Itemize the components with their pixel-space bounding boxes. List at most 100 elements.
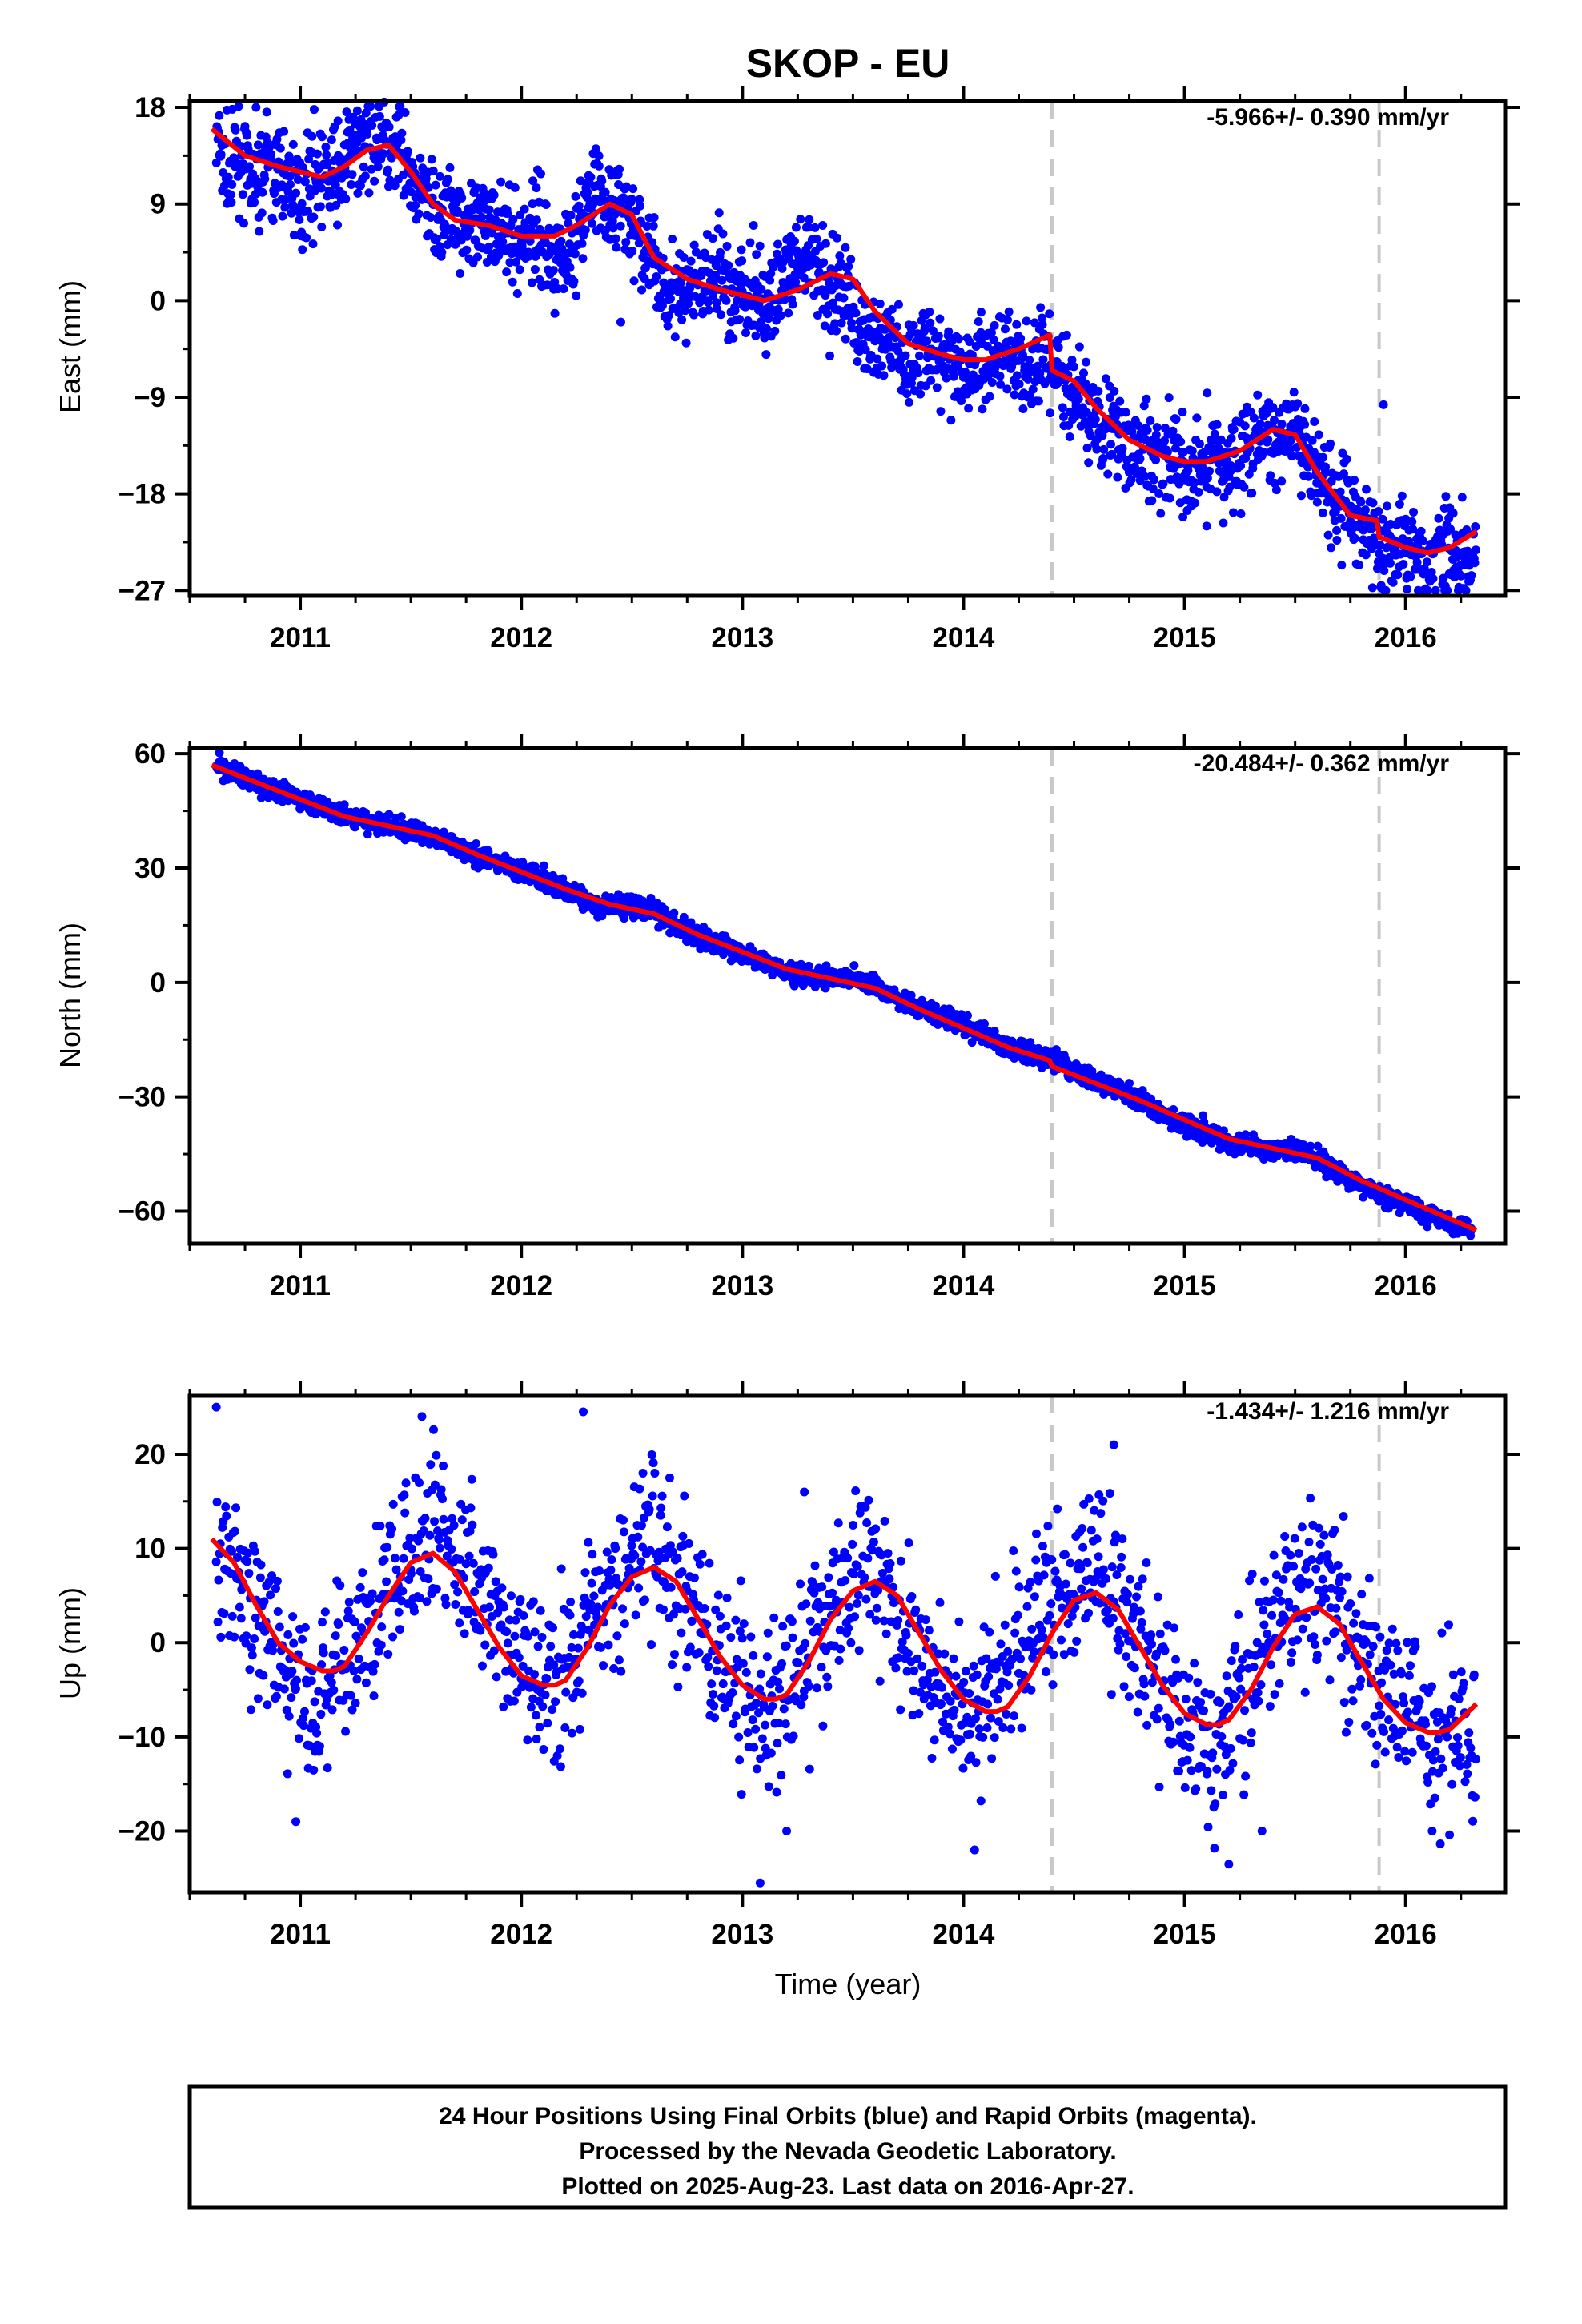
east-data-point <box>1240 421 1250 431</box>
east-data-point <box>363 129 372 139</box>
east-xtick-label: 2012 <box>490 622 552 653</box>
up-data-point <box>388 1632 398 1642</box>
east-data-point <box>591 144 600 154</box>
up-data-point <box>244 1569 254 1578</box>
east-data-point <box>1300 404 1310 413</box>
east-data-point <box>1022 316 1031 326</box>
east-data-point <box>303 207 313 216</box>
east-data-point <box>1135 454 1145 464</box>
east-data-point <box>399 191 408 200</box>
north-ytick-label: −60 <box>118 1196 166 1228</box>
east-data-point <box>528 176 538 186</box>
east-data-point <box>1046 408 1055 418</box>
north-data-point <box>962 1011 972 1020</box>
east-data-point <box>359 162 368 171</box>
east-data-point <box>453 208 463 218</box>
up-data-point <box>320 1607 330 1617</box>
east-data-point <box>427 155 436 164</box>
east-data-point <box>1471 545 1480 555</box>
up-data-point <box>263 1700 272 1710</box>
east-data-point <box>621 182 631 191</box>
east-data-point <box>1428 574 1438 584</box>
east-data-point <box>578 254 588 263</box>
east-data-point <box>257 208 267 218</box>
east-data-point <box>835 251 845 261</box>
up-data-point <box>247 1651 257 1660</box>
north-ytick-label: 0 <box>151 967 166 999</box>
east-data-point <box>594 161 604 171</box>
east-data-point <box>424 183 433 192</box>
east-data-point <box>244 162 254 171</box>
east-data-point <box>1152 423 1162 432</box>
east-data-point <box>949 372 958 381</box>
east-data-point <box>751 331 761 340</box>
east-data-point <box>616 317 625 327</box>
north-data-point <box>472 838 481 848</box>
east-data-point <box>428 166 438 175</box>
east-data-point <box>331 174 340 183</box>
east-data-point <box>315 202 325 211</box>
east-data-point <box>765 312 774 322</box>
east-data-point <box>1374 506 1383 516</box>
north-xtick-label: 2011 <box>270 1270 331 1301</box>
east-data-point <box>718 229 728 239</box>
up-data-point <box>250 1634 259 1643</box>
east-data-point <box>1016 334 1026 344</box>
east-data-point <box>909 320 918 330</box>
up-data-point <box>253 1694 263 1703</box>
east-data-point <box>637 285 647 295</box>
east-data-point <box>238 190 247 199</box>
east-data-point <box>862 364 872 373</box>
east-data-point <box>681 338 691 348</box>
up-data-point <box>283 1769 292 1779</box>
east-data-point <box>1054 343 1063 352</box>
north-data-point <box>539 861 548 870</box>
up-data-point <box>279 1684 289 1694</box>
up-data-point <box>307 1676 316 1686</box>
east-data-point <box>283 187 293 196</box>
east-data-point <box>559 284 568 294</box>
east-data-point <box>762 324 772 333</box>
east-data-point <box>570 249 580 259</box>
north-rate-label: -20.484+/- 0.362 mm/yr <box>1194 750 1450 777</box>
east-data-point <box>665 294 675 304</box>
east-data-point <box>239 219 249 228</box>
east-data-point <box>805 215 814 224</box>
north-ytick-label: 30 <box>135 853 166 884</box>
east-data-point <box>611 234 620 243</box>
north-xtick-label: 2015 <box>1154 1270 1216 1301</box>
up-data-point <box>312 1728 322 1738</box>
east-data-point <box>770 326 780 336</box>
east-data-point <box>379 149 388 159</box>
east-data-point <box>366 102 375 111</box>
east-data-point <box>484 243 493 252</box>
east-data-point <box>1195 439 1204 448</box>
east-data-point <box>300 177 310 187</box>
east-data-point <box>1406 572 1415 581</box>
east-data-point <box>777 263 787 273</box>
east-data-point <box>384 123 394 132</box>
east-data-point <box>791 277 801 287</box>
east-data-point <box>703 297 713 307</box>
east-data-point <box>341 194 351 203</box>
east-data-point <box>614 179 624 189</box>
up-data-point <box>271 1691 281 1701</box>
east-data-point <box>456 268 465 278</box>
east-data-point <box>721 296 731 305</box>
up-data-point <box>219 1609 229 1618</box>
east-data-point <box>677 315 687 324</box>
east-data-point <box>709 291 718 300</box>
east-data-point <box>437 247 447 257</box>
east-data-point <box>716 310 725 320</box>
east-data-point <box>373 162 383 171</box>
east-data-point <box>1471 522 1480 532</box>
east-xtick-label: 2011 <box>270 622 331 653</box>
east-data-point <box>1300 420 1310 429</box>
east-data-point <box>250 198 259 207</box>
east-data-point <box>714 208 724 218</box>
east-ytick-label: 0 <box>151 285 166 316</box>
up-data-point <box>383 1649 393 1659</box>
east-data-point <box>583 187 592 197</box>
east-data-point <box>1212 487 1222 497</box>
east-data-point <box>776 311 785 320</box>
